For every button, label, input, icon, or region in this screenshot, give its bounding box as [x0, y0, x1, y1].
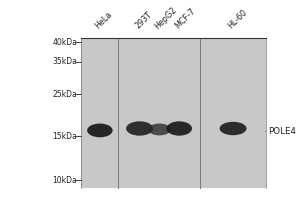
- Ellipse shape: [167, 121, 192, 136]
- Text: 25kDa: 25kDa: [52, 90, 77, 99]
- Text: 15kDa: 15kDa: [52, 132, 77, 141]
- Ellipse shape: [220, 122, 247, 135]
- Ellipse shape: [126, 121, 153, 136]
- Ellipse shape: [148, 124, 171, 135]
- Bar: [82, 38, 266, 188]
- Text: MCF-7: MCF-7: [173, 7, 197, 31]
- Text: 293T: 293T: [133, 10, 154, 31]
- Text: POLE4: POLE4: [266, 127, 296, 136]
- Text: HeLa: HeLa: [94, 10, 114, 31]
- Text: 35kDa: 35kDa: [52, 57, 77, 66]
- Ellipse shape: [87, 124, 112, 137]
- Text: HL-60: HL-60: [227, 8, 249, 31]
- Text: HepG2: HepG2: [153, 5, 179, 31]
- Text: 10kDa: 10kDa: [52, 176, 77, 185]
- Text: 40kDa: 40kDa: [52, 38, 77, 47]
